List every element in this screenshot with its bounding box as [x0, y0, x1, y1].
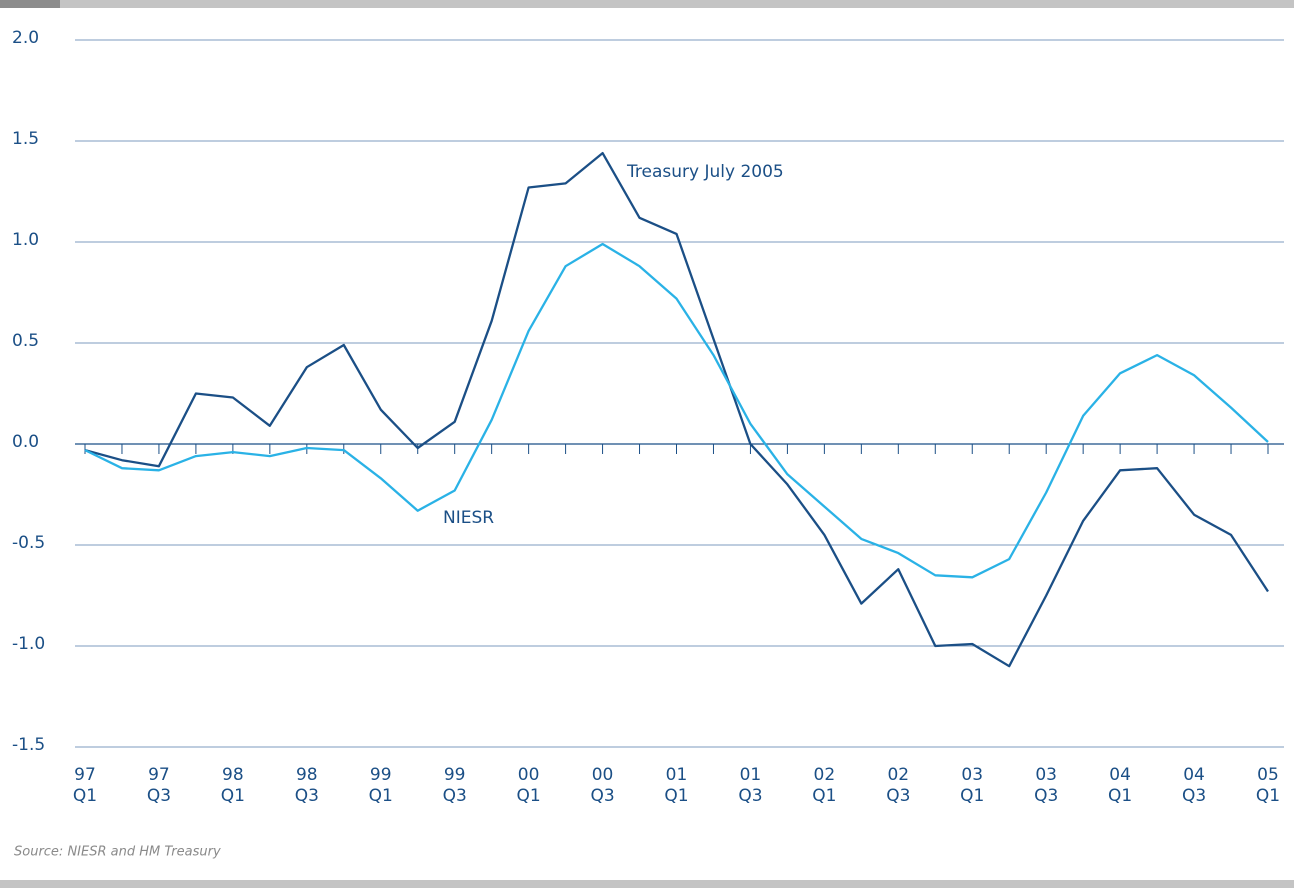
x-tick-label-line: 99 [370, 765, 392, 785]
x-tick-label-line: Q1 [1256, 786, 1280, 806]
x-tick-label-line: 04 [1183, 765, 1205, 785]
x-tick-label: 00 Q3 [590, 765, 614, 806]
x-tick-label: 98 Q1 [221, 765, 245, 806]
x-tick-label-line: 00 [518, 765, 540, 785]
x-tick-label-line: 03 [961, 765, 983, 785]
x-tick-label-line: Q1 [73, 786, 97, 806]
x-tick-label-line: Q1 [517, 786, 541, 806]
x-tick-label: 02 Q3 [886, 765, 910, 806]
x-tick-label-line: 01 [740, 765, 762, 785]
x-tick-label-line: 04 [1109, 765, 1131, 785]
x-tick-label-line: Q3 [886, 786, 910, 806]
y-tick-label: -1.0 [12, 634, 45, 654]
y-tick-label: -1.5 [12, 735, 45, 755]
y-tick-label: 2.0 [12, 28, 39, 48]
x-tick-label-line: 97 [74, 765, 96, 785]
x-tick-label: 99 Q3 [443, 765, 467, 806]
x-tick-label-line: 05 [1257, 765, 1279, 785]
x-tick-label: 97 Q3 [147, 765, 171, 806]
x-tick-label: 01 Q1 [664, 765, 688, 806]
y-tick-label: 0.0 [12, 432, 39, 452]
x-tick-label-line: Q3 [590, 786, 614, 806]
x-tick-label: 01 Q3 [738, 765, 762, 806]
x-tick-label-line: Q1 [664, 786, 688, 806]
top-bar [0, 0, 1294, 8]
x-tick-label: 00 Q1 [517, 765, 541, 806]
x-tick-label-line: 02 [887, 765, 909, 785]
x-tick-label-line: Q1 [221, 786, 245, 806]
x-tick-label-line: Q1 [369, 786, 393, 806]
x-tick-label-line: Q3 [1182, 786, 1206, 806]
x-tick-label-line: Q3 [147, 786, 171, 806]
x-tick-label: 03 Q3 [1034, 765, 1058, 806]
y-tick-label: 1.0 [12, 230, 39, 250]
x-tick-label-line: 97 [148, 765, 170, 785]
x-tick-label: 03 Q1 [960, 765, 984, 806]
series-label: NIESR [443, 508, 494, 528]
x-tick-label: 05 Q1 [1256, 765, 1280, 806]
x-tick-label: 04 Q3 [1182, 765, 1206, 806]
series-line [84, 151, 1269, 668]
x-tick-label-line: 01 [666, 765, 688, 785]
x-tick-label-line: 00 [592, 765, 614, 785]
x-tick-label-line: Q3 [1034, 786, 1058, 806]
x-tick-label-line: Q3 [738, 786, 762, 806]
x-tick-label: 98 Q3 [295, 765, 319, 806]
x-tick-label-line: 99 [444, 765, 466, 785]
x-tick-label-line: 98 [296, 765, 318, 785]
x-tick-label-line: Q1 [960, 786, 984, 806]
series-label: Treasury July 2005 [626, 162, 784, 182]
y-tick-label: 1.5 [12, 129, 39, 149]
bottom-bar [0, 880, 1294, 888]
x-tick-label: 97 Q1 [73, 765, 97, 806]
x-tick-label-line: 02 [814, 765, 836, 785]
y-tick-label: -0.5 [12, 533, 45, 553]
x-tick-label-line: 03 [1035, 765, 1057, 785]
x-tick-label-line: Q1 [1108, 786, 1132, 806]
x-tick-label-line: Q3 [295, 786, 319, 806]
x-tick-label-line: 98 [222, 765, 244, 785]
y-tick-label: 0.5 [12, 331, 39, 351]
x-tick-label-line: Q1 [812, 786, 836, 806]
x-tick-label: 99 Q1 [369, 765, 393, 806]
source-note: Source: NIESR and HM Treasury [14, 845, 221, 860]
top-bar-tab [0, 0, 60, 8]
x-tick-label: 04 Q1 [1108, 765, 1132, 806]
x-tick-label: 02 Q1 [812, 765, 836, 806]
series-line [84, 242, 1269, 579]
x-tick-label-line: Q3 [443, 786, 467, 806]
